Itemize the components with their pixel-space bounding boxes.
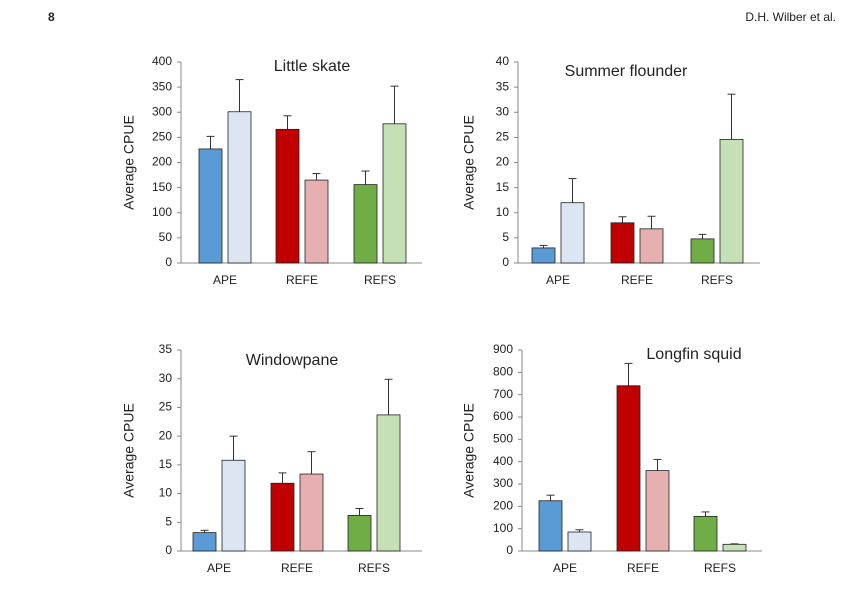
bar xyxy=(567,531,592,552)
x-tick-label: REFE xyxy=(621,273,653,287)
y-axis-label: Average CPUE xyxy=(121,403,137,498)
chart-title: Little skate xyxy=(274,58,351,75)
x-tick-label: APE xyxy=(553,561,577,575)
y-tick-label: 20 xyxy=(159,428,173,442)
y-tick-label: 10 xyxy=(496,205,510,219)
bar xyxy=(722,543,747,552)
y-tick-label: 0 xyxy=(165,543,172,557)
y-tick-label: 100 xyxy=(152,205,172,219)
page-number: 8 xyxy=(48,10,55,24)
y-tick-label: 40 xyxy=(496,54,510,68)
bar xyxy=(538,500,563,552)
bar xyxy=(304,179,329,264)
x-tick-label: APE xyxy=(207,561,231,575)
x-tick-label: REFS xyxy=(364,273,396,287)
y-tick-label: 5 xyxy=(502,230,509,244)
y-tick-label: 0 xyxy=(165,255,172,269)
bar xyxy=(382,123,407,264)
bar xyxy=(275,128,300,264)
y-tick-label: 300 xyxy=(152,104,172,118)
bar xyxy=(227,111,252,264)
bar xyxy=(639,228,664,264)
bar xyxy=(645,470,670,552)
y-tick-label: 400 xyxy=(152,54,172,68)
y-tick-label: 250 xyxy=(152,130,172,144)
bar xyxy=(353,184,378,264)
y-tick-label: 200 xyxy=(152,155,172,169)
y-tick-label: 500 xyxy=(493,432,513,446)
bar xyxy=(198,148,223,264)
y-tick-label: 5 xyxy=(165,514,172,528)
bar xyxy=(347,514,372,552)
y-tick-label: 100 xyxy=(493,521,513,535)
y-tick-label: 900 xyxy=(493,342,513,356)
bar xyxy=(693,515,718,552)
bar xyxy=(690,238,715,264)
x-tick-label: APE xyxy=(213,273,237,287)
y-tick-label: 35 xyxy=(496,79,510,93)
y-axis-label: Average CPUE xyxy=(461,115,477,210)
bar xyxy=(192,532,217,552)
x-tick-label: REFS xyxy=(704,561,736,575)
y-tick-label: 400 xyxy=(493,454,513,468)
x-tick-label: APE xyxy=(546,273,570,287)
y-tick-label: 600 xyxy=(493,409,513,423)
y-tick-label: 15 xyxy=(496,180,510,194)
chart-title: Longfin squid xyxy=(646,346,741,363)
y-axis-label: Average CPUE xyxy=(121,115,137,210)
y-tick-label: 200 xyxy=(493,499,513,513)
chart-title: Summer flounder xyxy=(565,63,688,80)
y-tick-label: 700 xyxy=(493,387,513,401)
x-tick-label: REFE xyxy=(286,273,318,287)
bar xyxy=(610,222,635,264)
y-tick-label: 800 xyxy=(493,365,513,379)
y-tick-label: 30 xyxy=(496,104,510,118)
bar xyxy=(299,473,324,552)
bar xyxy=(560,202,585,264)
x-tick-label: REFS xyxy=(701,273,733,287)
y-axis-label: Average CPUE xyxy=(461,403,477,498)
bar xyxy=(719,138,744,264)
x-tick-label: REFE xyxy=(281,561,313,575)
y-tick-label: 35 xyxy=(159,342,173,356)
bar xyxy=(221,459,246,552)
y-tick-label: 0 xyxy=(506,543,513,557)
y-tick-label: 150 xyxy=(152,180,172,194)
y-tick-label: 10 xyxy=(159,486,173,500)
y-tick-label: 25 xyxy=(496,130,510,144)
y-tick-label: 15 xyxy=(159,457,173,471)
x-tick-label: REFS xyxy=(358,561,390,575)
bar xyxy=(270,482,295,552)
bar xyxy=(616,385,641,552)
y-tick-label: 350 xyxy=(152,79,172,93)
running-head: D.H. Wilber et al. xyxy=(745,10,836,24)
y-tick-label: 20 xyxy=(496,155,510,169)
y-tick-label: 50 xyxy=(159,230,173,244)
x-tick-label: REFE xyxy=(627,561,659,575)
bar xyxy=(376,414,401,552)
y-tick-label: 25 xyxy=(159,400,173,414)
y-tick-label: 300 xyxy=(493,476,513,490)
y-tick-label: 0 xyxy=(502,255,509,269)
y-tick-label: 30 xyxy=(159,371,173,385)
chart-title: Windowpane xyxy=(246,352,339,369)
bar xyxy=(531,247,556,264)
